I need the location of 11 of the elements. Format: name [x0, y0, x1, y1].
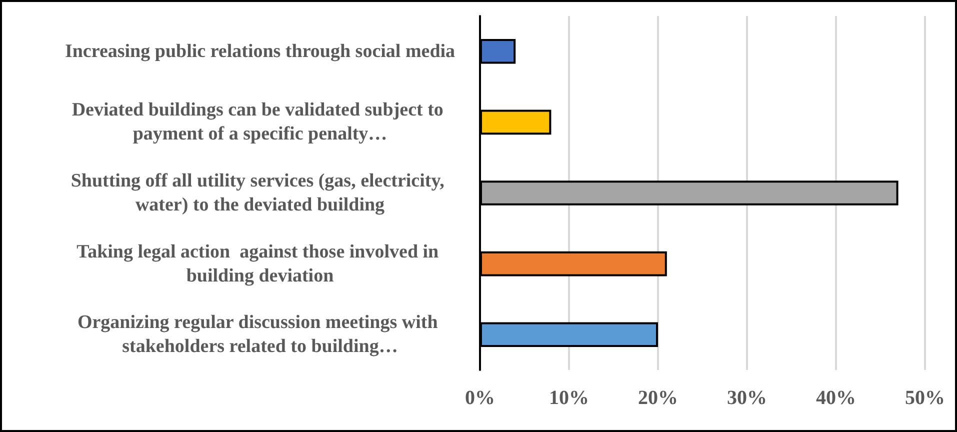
- x-tick-label: 20%: [638, 387, 678, 409]
- y-tick-label: Shutting off all utility services (gas, electricity, water) to the deviated building: [70, 170, 450, 216]
- y-tick-label: Deviated buildings can be validated subject to payment of a specific penalty…: [72, 100, 448, 145]
- x-tick-label: 30%: [727, 387, 767, 409]
- x-tick-label: 40%: [816, 387, 856, 409]
- y-tick-label: Taking legal action against those involved in building deviation: [76, 241, 444, 286]
- x-tick-label: 10%: [549, 387, 589, 409]
- x-tick-label: 0%: [465, 387, 495, 409]
- y-tick-label: Organizing regular discussion meetings with stakeholders related to building…: [77, 312, 443, 358]
- y-tick-label: Increasing public relations through social media: [64, 40, 456, 62]
- x-tick-label: 50%: [905, 387, 945, 409]
